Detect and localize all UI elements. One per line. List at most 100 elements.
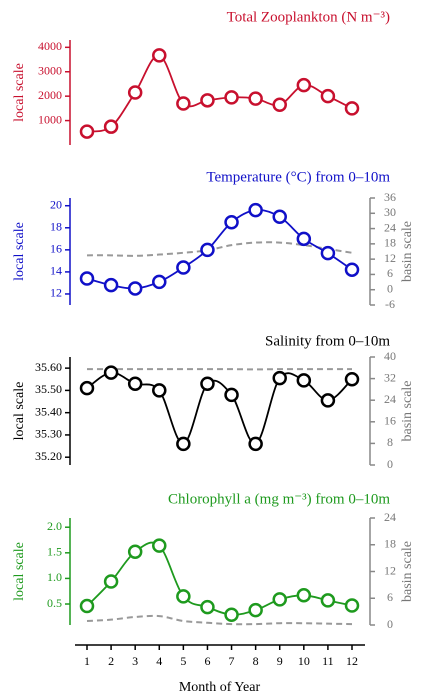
x-tick-label: 10 xyxy=(298,654,310,668)
y-tick-label: 4000 xyxy=(38,39,62,53)
y2-tick-label: 18 xyxy=(384,236,396,250)
y-tick-label: 3000 xyxy=(38,63,62,77)
y2-tick-label: 0 xyxy=(387,457,393,471)
data-point xyxy=(127,376,143,391)
y2-tick-label: 30 xyxy=(384,205,396,219)
data-point xyxy=(344,101,360,116)
y-tick-label: 2.0 xyxy=(47,519,62,533)
data-point xyxy=(296,231,312,247)
data-point xyxy=(248,202,263,218)
y2-axis-label: basin scale xyxy=(400,541,415,602)
data-point xyxy=(272,97,287,112)
data-point xyxy=(320,393,336,408)
y-axis-label: local scale xyxy=(12,542,27,601)
data-point xyxy=(248,602,263,618)
y2-tick-label: 32 xyxy=(384,370,396,384)
y2-tick-label: 16 xyxy=(384,414,396,428)
y-tick-label: 1.5 xyxy=(47,545,62,559)
data-point xyxy=(152,274,167,290)
data-point xyxy=(200,376,215,391)
panel-title: Salinity from 0–10m xyxy=(265,333,390,349)
y2-tick-label: 12 xyxy=(384,251,396,265)
y-tick-label: 35.20 xyxy=(35,449,62,463)
y-axis-label: local scale xyxy=(12,63,27,122)
data-point xyxy=(79,271,95,286)
data-point xyxy=(344,598,360,613)
data-point xyxy=(176,589,191,604)
x-axis-label: Month of Year xyxy=(179,680,261,695)
y2-tick-label: 24 xyxy=(384,392,396,406)
y2-tick-label: 0 xyxy=(387,281,393,295)
data-point xyxy=(248,436,263,452)
y2-tick-label: 8 xyxy=(387,435,393,449)
x-tick-label: 12 xyxy=(346,654,358,668)
series-line xyxy=(86,241,353,257)
data-point xyxy=(224,215,239,230)
series-line xyxy=(86,614,353,626)
y-tick-label: 1.0 xyxy=(47,570,62,584)
y2-tick-label: 12 xyxy=(384,563,396,577)
x-tick-label: 6 xyxy=(204,654,210,668)
panel-title: Chlorophyll a (mg m⁻³) from 0–10m xyxy=(168,491,390,507)
data-point xyxy=(176,260,191,275)
data-point xyxy=(296,373,312,388)
data-point xyxy=(127,544,143,560)
panel-title: Total Zooplankton (N m⁻³) xyxy=(227,9,390,25)
data-point xyxy=(344,262,360,277)
y-tick-label: 1000 xyxy=(38,112,62,126)
data-point xyxy=(272,209,287,225)
y-tick-label: 0.5 xyxy=(47,596,62,610)
data-point xyxy=(152,538,167,553)
data-point xyxy=(103,277,119,293)
data-point xyxy=(200,599,215,615)
y-tick-label: 12 xyxy=(50,286,62,300)
data-point xyxy=(224,90,239,105)
y-axis-label: local scale xyxy=(12,382,27,441)
x-tick-label: 5 xyxy=(180,654,186,668)
y2-tick-label: 6 xyxy=(387,590,393,604)
data-point xyxy=(127,85,143,100)
data-point xyxy=(320,593,336,608)
x-tick-label: 9 xyxy=(277,654,283,668)
y2-tick-label: 40 xyxy=(384,349,396,363)
data-point xyxy=(79,124,95,139)
y-tick-label: 35.50 xyxy=(35,382,62,396)
data-point xyxy=(272,370,287,386)
data-point xyxy=(152,383,167,398)
y2-tick-label: 24 xyxy=(384,220,396,234)
x-tick-label: 1 xyxy=(84,654,90,668)
data-point xyxy=(272,592,287,607)
x-tick-label: 8 xyxy=(253,654,259,668)
x-tick-label: 7 xyxy=(229,654,235,668)
y-tick-label: 35.30 xyxy=(35,427,62,441)
data-point xyxy=(103,365,119,380)
series-line xyxy=(86,54,353,133)
data-point xyxy=(79,380,95,396)
series-line xyxy=(86,371,353,445)
y2-tick-label: 6 xyxy=(387,266,393,280)
y-tick-label: 2000 xyxy=(38,88,62,102)
series-line xyxy=(86,209,353,290)
data-point xyxy=(344,372,360,387)
data-point xyxy=(224,387,239,403)
y-tick-label: 14 xyxy=(50,264,62,278)
y-tick-label: 35.40 xyxy=(35,404,62,418)
data-point xyxy=(176,96,191,111)
data-point xyxy=(127,281,143,296)
x-tick-label: 2 xyxy=(108,654,114,668)
x-tick-label: 4 xyxy=(156,654,162,668)
series-line xyxy=(86,541,353,616)
data-point xyxy=(79,598,95,614)
data-point xyxy=(296,77,312,93)
data-point xyxy=(248,91,263,106)
y-axis-label: local scale xyxy=(12,222,27,281)
data-point xyxy=(152,48,167,63)
panel-title: Temperature (°C) from 0–10m xyxy=(206,169,390,185)
x-tick-label: 11 xyxy=(322,654,334,668)
data-point xyxy=(320,88,336,104)
y2-tick-label: -6 xyxy=(385,297,395,311)
y-tick-label: 18 xyxy=(50,220,62,234)
y2-tick-label: 36 xyxy=(384,190,396,204)
data-point xyxy=(103,119,119,134)
